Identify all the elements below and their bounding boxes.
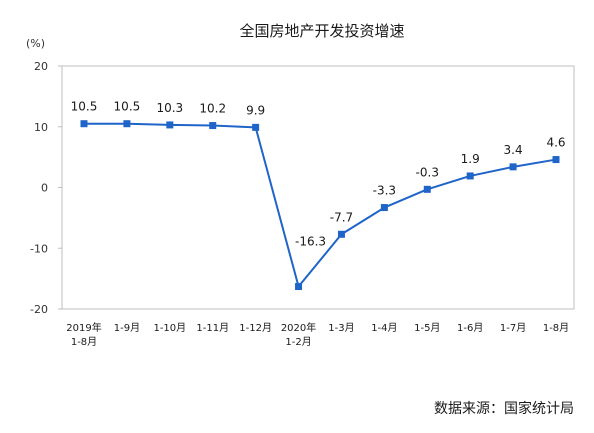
x-tick-label: 1-10月 (153, 322, 186, 334)
data-label: -0.3 (416, 165, 439, 179)
data-point-marker (80, 120, 88, 128)
x-tick-label: 1-5月 (414, 322, 440, 334)
data-label: 10.3 (156, 101, 183, 115)
data-label: 4.6 (546, 136, 565, 150)
x-tick-label: 1-9月 (114, 322, 140, 334)
data-label: -3.3 (373, 184, 396, 198)
x-tick-label: 1-4月 (371, 322, 397, 334)
y-axis-unit-label: (%) (26, 37, 45, 50)
data-point-marker (380, 204, 388, 212)
x-tick-label: 1-8月 (71, 336, 97, 348)
y-tick-label: 0 (41, 182, 48, 195)
data-label: 1.9 (461, 152, 480, 166)
data-point-marker (552, 156, 560, 164)
x-tick-label: 1-7月 (500, 322, 526, 334)
x-tick-label: 2019年 (66, 321, 101, 334)
y-axis: 20 10 0 -10 -20 (30, 60, 62, 316)
data-point-marker (509, 163, 517, 171)
series-layer (80, 120, 560, 291)
x-axis: 2019年 1-8月 1-9月 1-10月 1-11月 1-12月 2020年 1-2月 1-3… (66, 321, 569, 348)
y-tick-label: 10 (34, 121, 48, 134)
data-point-marker (209, 122, 217, 130)
data-label: 10.2 (199, 102, 226, 116)
series-line (84, 122, 557, 288)
x-tick-label: 1-3月 (328, 322, 354, 334)
data-label: -7.7 (330, 210, 353, 224)
data-point-marker (123, 120, 131, 128)
x-tick-label: 1-6月 (457, 322, 483, 334)
data-point-marker (466, 172, 474, 180)
y-tick-label: -20 (30, 303, 48, 316)
y-tick-label: -10 (30, 242, 48, 255)
data-point-marker (423, 185, 431, 193)
data-label: 10.5 (71, 100, 98, 114)
y-tick-label: 20 (34, 60, 48, 73)
data-point-marker (337, 230, 345, 238)
data-point-marker (166, 121, 174, 129)
x-tick-label: 2020年 (281, 321, 316, 334)
data-labels: 10.5 10.5 10.3 10.2 9.9 -16.3 -7.7 -3.3 -0.3 1.9 3… (71, 100, 566, 249)
data-point-marker (295, 283, 303, 291)
data-label: 10.5 (114, 100, 141, 114)
data-point-marker (252, 123, 260, 131)
data-label: -16.3 (295, 235, 326, 249)
data-label: 3.4 (504, 143, 523, 157)
x-tick-label: 1-12月 (239, 322, 272, 334)
chart-title: 全国房地产开发投资增速 (239, 22, 404, 40)
x-tick-label: 1-11月 (196, 322, 229, 334)
source-note: 数据来源：国家统计局 (434, 400, 574, 417)
x-tick-label: 1-2月 (285, 336, 311, 348)
x-tick-label: 1-8月 (543, 322, 569, 334)
data-label: 9.9 (246, 103, 265, 117)
